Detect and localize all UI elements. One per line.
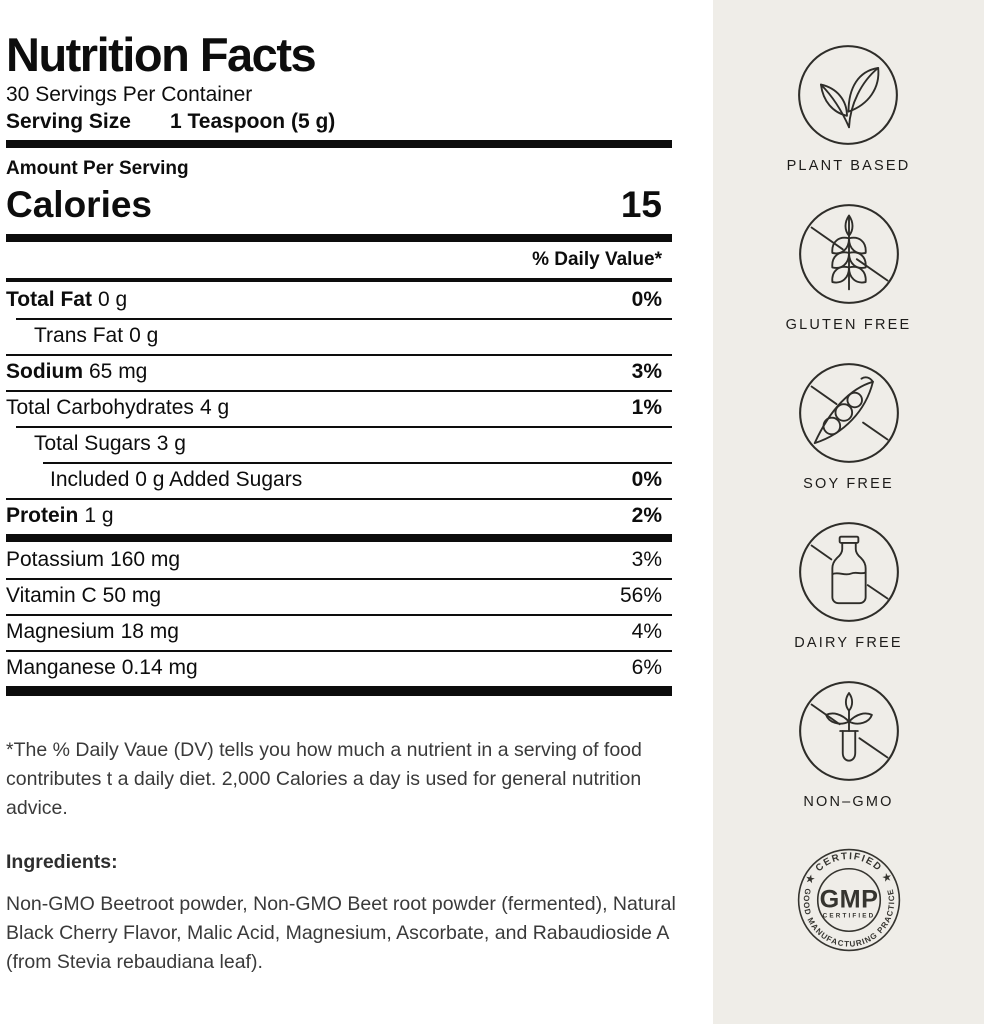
nutrient-dv: 6% <box>631 656 662 680</box>
ingredients-heading: Ingredients: <box>6 851 118 874</box>
nutrient-amount: 160 mg <box>110 548 181 572</box>
nutrition-facts-panel: Nutrition Facts 30 Servings Per Containe… <box>6 28 676 977</box>
nutrient-name: Total Sugars <box>34 432 151 456</box>
seal-center-sub-text: CERTIFIED <box>822 913 875 920</box>
badge-label: DAIRY FREE <box>794 635 903 651</box>
badge-label: PLANT BASED <box>786 158 911 174</box>
table-row-total-fat: Total Fat 0 g 0% <box>6 282 672 318</box>
daily-value-header: % Daily Value* <box>532 249 662 271</box>
badge-non-gmo: NON–GMO <box>797 679 901 810</box>
table-row-vitamin-c: Vitamin C 50 mg 56% <box>6 578 672 614</box>
nutrient-name: Total Carbohydrates <box>6 396 194 420</box>
nutrient-amount: 0.14 mg <box>121 656 198 680</box>
badge-label: GLUTEN FREE <box>785 317 912 333</box>
nutrient-amount: 0 g <box>97 288 128 312</box>
thick-divider <box>6 140 672 149</box>
badge-dairy-free: DAIRY FREE <box>794 520 903 651</box>
nutrient-amount: 3 g <box>156 432 186 456</box>
table-row-sodium: Sodium 65 mg 3% <box>6 354 672 390</box>
certification-sidebar: PLANT BASED GLUTEN FREE S <box>713 0 984 1024</box>
thick-divider <box>6 534 672 543</box>
calories-row: Calories 15 <box>6 182 672 234</box>
nutrient-amount: 50 mg <box>102 584 162 608</box>
nutrient-dv: 0% <box>631 468 662 492</box>
nutrient-amount: 4 g <box>199 396 230 420</box>
nutrient-name: Magnesium <box>6 620 115 644</box>
nutrient-name: Included 0 g Added Sugars <box>50 468 303 492</box>
badge-label: SOY FREE <box>803 476 894 492</box>
amount-per-serving-label: Amount Per Serving <box>6 158 189 180</box>
panel-title: Nutrition Facts <box>6 28 317 81</box>
non-gmo-icon <box>798 681 899 781</box>
nutrient-name: Potassium <box>6 548 105 572</box>
nutrient-name: Trans Fat <box>34 324 124 348</box>
nutrient-amount: 0 g <box>129 324 159 348</box>
badge-soy-free: SOY FREE <box>797 361 901 492</box>
plant-based-icon <box>798 45 899 145</box>
servings-per-container: 30 Servings Per Container <box>6 83 253 107</box>
nutrient-dv: 4% <box>631 620 662 644</box>
soy-free-icon <box>798 363 899 463</box>
medium-divider <box>6 278 672 283</box>
table-row-protein: Protein 1 g 2% <box>6 498 672 534</box>
serving-size-value: 1 Teaspoon (5 g) <box>170 110 336 134</box>
thick-divider <box>6 234 672 243</box>
seal-center-text: GMP <box>819 885 878 913</box>
badge-label: NON–GMO <box>803 794 894 810</box>
daily-value-footnote: *The % Daily Vaue (DV) tells you how muc… <box>6 739 642 820</box>
thick-divider <box>6 686 672 697</box>
serving-size-row: Serving Size 1 Teaspoon (5 g) <box>6 110 672 134</box>
micronutrient-table: Potassium 160 mg 3% Vitamin C 50 mg 56% … <box>6 542 672 686</box>
nutrient-dv: 0% <box>631 288 662 312</box>
nutrient-name: Sodium <box>6 360 83 384</box>
nutrient-name: Protein <box>6 504 79 528</box>
nutrient-amount: 1 g <box>84 504 114 528</box>
nutrient-dv: 1% <box>631 396 662 420</box>
table-row-added-sugars: Included 0 g Added Sugars 0% <box>6 462 672 498</box>
table-row-total-carbohydrates: Total Carbohydrates 4 g 1% <box>6 390 672 426</box>
table-row-trans-fat: Trans Fat 0 g <box>6 318 672 354</box>
nutrient-amount: 65 mg <box>89 360 148 384</box>
nutrient-name: Manganese <box>6 656 116 680</box>
nutrient-dv: 3% <box>631 360 662 384</box>
calories-value: 15 <box>620 184 662 226</box>
nutrient-name: Vitamin C <box>6 584 97 608</box>
table-row-manganese: Manganese 0.14 mg 6% <box>6 650 672 686</box>
badge-plant-based: PLANT BASED <box>787 43 911 174</box>
calories-label: Calories <box>6 184 153 226</box>
nutrient-amount: 18 mg <box>120 620 179 644</box>
serving-size-label: Serving Size <box>6 110 131 134</box>
nutrient-table: Total Fat 0 g 0% Trans Fat 0 g Sodium 65… <box>6 282 672 534</box>
nutrient-dv: 56% <box>619 584 662 608</box>
table-row-potassium: Potassium 160 mg 3% <box>6 542 672 578</box>
nutrient-dv: 2% <box>631 504 662 528</box>
nutrient-name: Total Fat <box>6 288 92 312</box>
gmp-certified-seal: ★ CERTIFIED ★ GOOD MANUFACTURING PRACTIC… <box>793 838 905 956</box>
nutrient-dv: 3% <box>631 548 662 572</box>
badge-gluten-free: GLUTEN FREE <box>786 202 912 333</box>
table-row-total-sugars: Total Sugars 3 g <box>6 426 672 462</box>
table-row-magnesium: Magnesium 18 mg 4% <box>6 614 672 650</box>
dairy-free-icon <box>798 522 899 622</box>
gmp-seal-icon: ★ CERTIFIED ★ GOOD MANUFACTURING PRACTIC… <box>797 848 900 952</box>
gluten-free-icon <box>798 204 899 304</box>
ingredients-text: Non-GMO Beetroot powder, Non-GMO Beet ro… <box>6 893 676 974</box>
